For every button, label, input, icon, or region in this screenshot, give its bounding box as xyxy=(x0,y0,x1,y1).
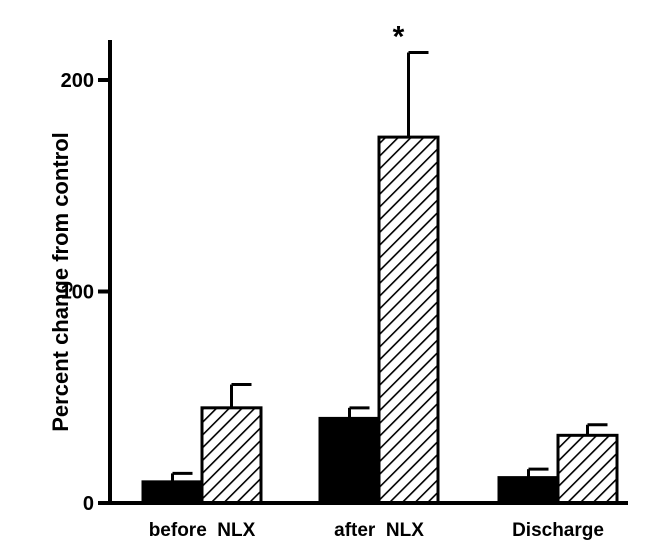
y-axis-label: Percent change from control xyxy=(48,132,73,432)
bar-2-1 xyxy=(556,433,619,505)
bars-layer xyxy=(141,51,619,505)
category-label-1: after NLX xyxy=(334,520,424,541)
y-tick-label-100: 100 xyxy=(61,282,94,304)
category-label-0: before NLX xyxy=(149,520,256,541)
y-tick-label-0: 0 xyxy=(83,493,94,515)
y-tick-label-200: 200 xyxy=(61,70,94,92)
bar-1-1 xyxy=(377,135,440,505)
bar-0-0 xyxy=(141,480,204,505)
bar-2-0 xyxy=(497,476,560,505)
labels-layer: 0 100 200 before NLX after NLX Discharge * xyxy=(61,21,604,541)
axis-layer xyxy=(98,40,628,505)
significance-annotation-0: * xyxy=(393,21,405,54)
bar-1-0 xyxy=(318,416,381,505)
bar-0-1 xyxy=(200,406,263,505)
category-label-2: Discharge xyxy=(512,520,604,541)
